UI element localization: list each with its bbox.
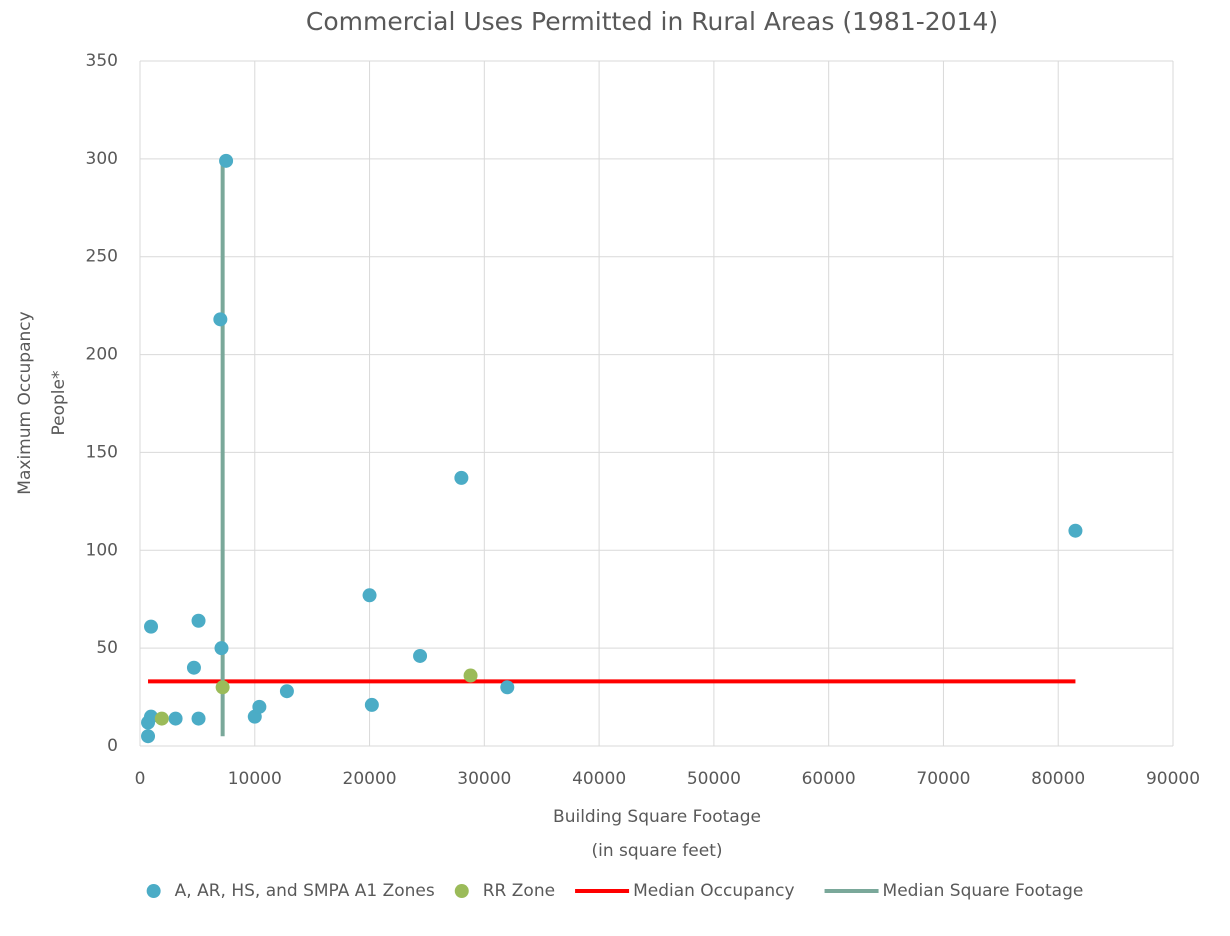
data-point <box>1068 523 1083 538</box>
legend-label: RR Zone <box>483 881 555 901</box>
y-tick-label: 50 <box>96 638 118 658</box>
x-tick-label: 10000 <box>228 769 282 789</box>
x-tick-label: 90000 <box>1146 769 1200 789</box>
data-point <box>364 697 379 712</box>
y-tick-label: 150 <box>86 442 118 462</box>
x-tick-label: 20000 <box>343 769 397 789</box>
legend-key <box>454 884 469 898</box>
y-tick-label: 350 <box>86 51 118 71</box>
data-point <box>279 684 294 699</box>
data-point <box>186 660 201 675</box>
data-point <box>219 153 234 168</box>
chart-title: Commercial Uses Permitted in Rural Areas… <box>306 7 998 36</box>
data-point <box>144 619 159 634</box>
data-point <box>413 648 428 663</box>
data-point <box>213 312 228 327</box>
y-tick-label: 250 <box>86 247 118 267</box>
y-axis-label: People* <box>49 371 69 436</box>
x-tick-label: 80000 <box>1031 769 1085 789</box>
legend-label: Median Occupancy <box>633 881 794 901</box>
data-point <box>454 470 469 485</box>
y-tick-label: 100 <box>86 540 118 560</box>
x-axis-label: Building Square Footage <box>553 807 761 827</box>
data-point <box>463 668 478 683</box>
data-point <box>141 729 156 744</box>
x-tick-label: 70000 <box>916 769 970 789</box>
data-point <box>191 613 206 628</box>
x-tick-label: 30000 <box>457 769 511 789</box>
y-tick-label: 300 <box>86 149 118 169</box>
data-point <box>362 588 377 603</box>
data-point <box>215 680 230 695</box>
data-point <box>154 711 169 726</box>
y-tick-label: 200 <box>86 345 118 365</box>
legend-label: A, AR, HS, and SMPA A1 Zones <box>175 881 435 901</box>
x-tick-label: 50000 <box>687 769 741 789</box>
data-point <box>214 641 229 656</box>
data-point <box>191 711 206 726</box>
x-tick-label: 60000 <box>802 769 856 789</box>
x-tick-label: 40000 <box>572 769 626 789</box>
data-point <box>252 699 267 714</box>
data-point <box>500 680 515 695</box>
y-axis-label: Maximum Occupancy <box>15 311 35 494</box>
data-point <box>144 709 159 724</box>
x-axis-label: (in square feet) <box>591 841 722 861</box>
data-point <box>168 711 183 726</box>
legend-key <box>146 884 161 898</box>
y-tick-label: 0 <box>107 736 118 756</box>
legend-label: Median Square Footage <box>883 881 1084 901</box>
x-tick-label: 0 <box>135 769 146 789</box>
